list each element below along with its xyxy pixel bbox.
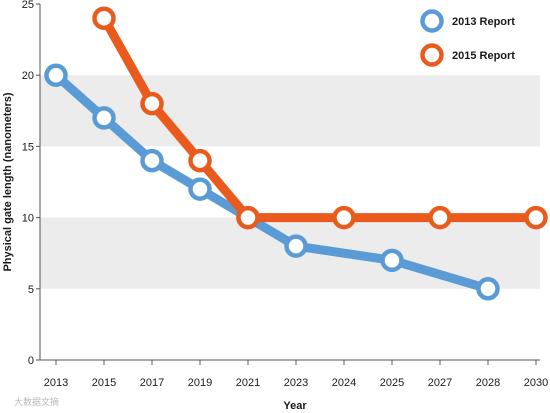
data-point-series-2 [524,205,548,230]
axes [36,3,540,365]
data-point-series-2 [188,148,212,173]
legend-marker [420,43,444,67]
x-tick-label: 2025 [380,377,404,389]
grid-bands [40,75,540,289]
data-point-series-1 [284,234,308,258]
legend-label: 2013 Report [452,16,515,28]
data-point-series-2 [428,205,452,230]
data-point-series-2 [140,91,164,116]
x-tick-label: 2024 [332,377,356,389]
y-tick-label: 15 [22,141,34,153]
data-point-series-2 [236,205,260,230]
watermark-text: 大数据文摘 [14,396,59,407]
y-tick-label: 5 [28,284,34,296]
x-tick-label: 2030 [524,377,548,389]
x-tick-label: 2028 [476,377,500,389]
y-tick-label: 25 [22,0,34,11]
x-tick-label: 2019 [188,377,212,389]
x-tick-label: 2017 [140,377,164,389]
x-tick-label: 2013 [44,377,68,389]
data-point-series-1 [380,248,404,273]
grid-band [40,75,540,147]
x-tick-label: 2015 [92,377,116,389]
data-point-series-2 [332,205,356,230]
y-tick-label: 20 [22,70,34,82]
data-point-series-1 [188,177,212,201]
data-point-series-2 [92,6,116,30]
data-point-series-1 [140,148,164,173]
data-point-series-1 [476,277,500,301]
legend-marker [420,9,444,33]
legend: 2013 Report 2015 Report [420,9,515,67]
series-markers [44,6,548,301]
y-axis-title: Physical gate length (nanometers) [2,92,14,271]
data-point-series-1 [44,63,68,87]
y-tick-label: 0 [28,355,34,367]
legend-label: 2015 Report [452,50,515,62]
x-tick-label: 2027 [428,377,452,389]
y-tick-label: 10 [22,213,34,225]
data-point-series-1 [92,106,116,130]
x-axis-title: Year [283,400,307,412]
x-tick-label: 2021 [236,377,260,389]
x-tick-label: 2023 [284,377,308,389]
